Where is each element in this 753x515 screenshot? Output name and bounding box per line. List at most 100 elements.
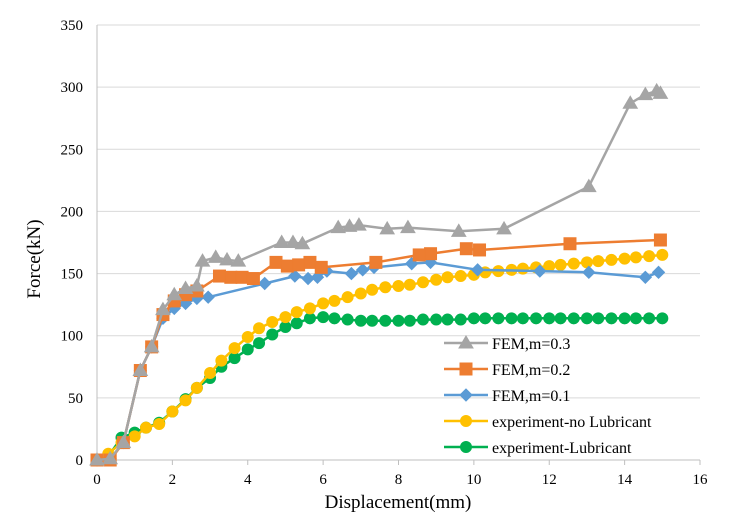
data-point (656, 312, 669, 325)
data-point (330, 219, 347, 234)
data-point (479, 312, 492, 325)
data-point (605, 312, 618, 325)
series-line (96, 253, 663, 462)
data-point (403, 314, 416, 327)
data-point (219, 251, 235, 266)
data-point (379, 220, 396, 235)
data-point (467, 312, 480, 325)
data-point (269, 255, 283, 269)
data-point (292, 258, 306, 272)
data-point (224, 270, 238, 284)
legend-marker (459, 362, 473, 376)
data-point (580, 256, 593, 269)
series-line (96, 89, 662, 462)
data-point (400, 219, 416, 234)
legend-marker (460, 415, 472, 427)
data-point (473, 243, 487, 257)
data-point (328, 294, 341, 307)
data-point (228, 342, 241, 355)
x-tick-label: 12 (542, 472, 557, 488)
data-point (155, 301, 171, 316)
data-point (580, 178, 597, 193)
x-tick-label: 16 (693, 472, 709, 488)
data-point (285, 234, 301, 248)
series-3 (91, 248, 669, 466)
data-point (230, 253, 247, 267)
data-point (317, 297, 330, 310)
data-point (215, 354, 228, 367)
data-point (505, 312, 518, 325)
x-tick-label: 6 (319, 472, 327, 488)
series-1 (90, 233, 667, 467)
data-point (317, 311, 330, 324)
data-point (290, 306, 303, 319)
legend-item: FEM,m=0.2 (444, 362, 570, 379)
data-point (459, 242, 473, 256)
data-point (563, 237, 577, 251)
y-tick-label: 100 (61, 329, 84, 345)
data-point (392, 314, 405, 327)
data-point (328, 312, 341, 325)
data-point (253, 322, 266, 335)
data-point (441, 313, 454, 326)
data-point (470, 263, 485, 277)
data-point (190, 381, 203, 394)
data-point (369, 255, 383, 269)
y-tick-label: 250 (61, 142, 84, 158)
data-point (115, 434, 132, 449)
data-point (280, 259, 294, 273)
axes: 0 50 100 150 200 250 300 350 0 2 4 6 8 10 12 14 16 (61, 18, 709, 488)
legend-item: FEM,m=0.1 (444, 388, 570, 405)
data-point (653, 233, 667, 247)
data-point (582, 265, 596, 280)
data-point (132, 362, 149, 377)
data-point (530, 312, 543, 325)
data-point (303, 302, 316, 315)
legend-label: FEM,m=0.1 (492, 388, 570, 405)
data-point (516, 312, 529, 325)
x-tick-label: 14 (617, 472, 633, 488)
data-point (258, 276, 272, 291)
data-point (424, 247, 438, 261)
data-point (379, 314, 392, 327)
data-point (189, 278, 205, 292)
data-point (629, 312, 642, 325)
data-point (341, 291, 354, 304)
legend-marker (459, 388, 473, 402)
data-point (554, 258, 567, 271)
data-point (303, 255, 317, 269)
data-point (605, 253, 618, 266)
data-point (618, 312, 631, 325)
series-line (96, 315, 663, 462)
data-point (273, 234, 290, 248)
data-point (543, 312, 556, 325)
data-point (102, 450, 119, 465)
data-point (166, 405, 179, 418)
data-point (354, 287, 367, 300)
data-point (403, 278, 416, 291)
data-point (567, 257, 580, 270)
data-point (89, 452, 105, 466)
data-point (266, 328, 279, 341)
y-tick-label: 50 (68, 391, 83, 407)
legend-item: experiment-Lubricant (444, 440, 632, 457)
data-point (652, 85, 669, 99)
data-point (516, 262, 529, 275)
y-tick-label: 350 (61, 18, 84, 34)
data-point (533, 264, 547, 278)
data-point (310, 270, 325, 285)
data-point (177, 280, 194, 294)
legend-label: FEM,m=0.3 (492, 336, 570, 353)
data-point (194, 253, 211, 267)
data-point (656, 248, 669, 261)
data-point (492, 312, 505, 325)
data-point (643, 250, 656, 263)
data-point (235, 270, 249, 284)
data-point (643, 312, 656, 325)
data-point (441, 271, 454, 284)
legend-marker (458, 335, 474, 349)
series-4 (91, 311, 669, 466)
data-point (207, 249, 224, 263)
data-point (592, 255, 605, 268)
